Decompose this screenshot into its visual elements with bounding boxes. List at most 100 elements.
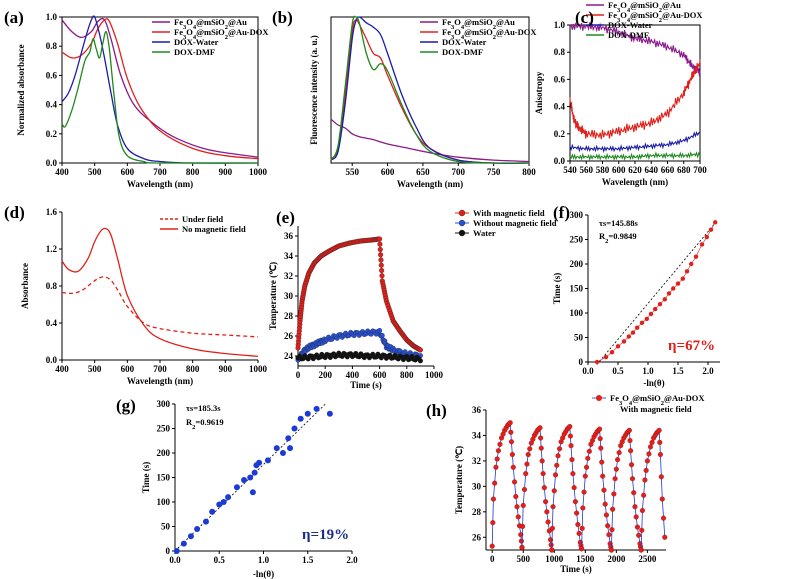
- data-point: [662, 534, 668, 540]
- data-point: [635, 325, 640, 330]
- data-point: [636, 532, 642, 538]
- data-point: [490, 496, 496, 502]
- y-axis-label: Time (s): [552, 273, 562, 305]
- data-point: [570, 471, 576, 477]
- data-point: [611, 491, 617, 497]
- data-point: [656, 427, 662, 433]
- data-point: [545, 519, 551, 525]
- legend-label: Water: [473, 228, 496, 238]
- y-tick-label: 1.2: [46, 244, 58, 254]
- data-point: [689, 261, 694, 267]
- x-tick-label: 800: [186, 364, 200, 374]
- x-tick-label: 700: [452, 167, 466, 177]
- x-tick-label: 1000: [249, 364, 268, 374]
- panel-label: (a): [4, 8, 24, 27]
- data-point: [538, 445, 544, 451]
- data-point: [615, 457, 621, 463]
- data-point: [540, 471, 546, 477]
- series-line-fe3o4-msio2-au: [61, 17, 259, 158]
- data-point: [568, 443, 574, 449]
- legend-label: DOX-Water: [174, 37, 219, 47]
- data-point: [621, 339, 627, 344]
- data-point: [378, 252, 384, 258]
- data-point: [497, 441, 503, 447]
- data-point: [510, 464, 516, 470]
- y-axis-label: Fluorescence intensity (a. u.): [309, 35, 319, 145]
- r2-annotation: R2=0.9849: [599, 231, 637, 245]
- y-tick-label: 26: [472, 532, 482, 542]
- series-line-fe3o4-msio2-au-dox: [330, 18, 530, 164]
- x-tick-label: 2.0: [346, 555, 358, 565]
- data-point: [543, 499, 549, 505]
- data-point: [657, 451, 663, 458]
- series-line-dox-dmf: [330, 15, 530, 164]
- y-tick-label: 200: [570, 259, 584, 269]
- data-point: [658, 474, 664, 480]
- data-point: [612, 476, 618, 482]
- panel-label: (f): [553, 203, 570, 222]
- panel-e: 0 200 400 600 800 1000 24 26 28 30 32 34 36 Time (s) T…: [268, 208, 557, 390]
- y-tick-label: 100: [157, 497, 171, 507]
- data-point: [492, 480, 498, 486]
- x-tick-label: 620: [628, 165, 642, 175]
- data-point: [550, 504, 556, 510]
- x-tick-label: 700: [153, 364, 167, 374]
- x-tick-label: 500: [88, 364, 102, 374]
- x-tick-label: 500: [516, 554, 530, 564]
- data-point: [601, 487, 607, 493]
- legend-label: DOX-Water: [442, 37, 487, 47]
- data-point: [597, 426, 603, 432]
- data-point: [629, 462, 635, 468]
- x-tick-label: 600: [373, 370, 387, 380]
- x-tick-label: 0.0: [169, 555, 181, 565]
- eta-label: η=67%: [668, 338, 715, 354]
- data-point: [608, 547, 614, 553]
- x-tick-label: 600: [612, 165, 626, 175]
- data-point: [249, 489, 256, 496]
- series-line-fe3o4-msio2-au: [569, 22, 701, 77]
- data-point: [291, 425, 298, 432]
- tau-annotation: τs=185.3s: [186, 403, 221, 413]
- data-point: [509, 451, 515, 458]
- x-axis-label: Wavelength (nm): [127, 179, 193, 189]
- y-tick-label: 100: [570, 308, 584, 318]
- legend-label: Under field: [182, 214, 223, 224]
- data-point: [378, 262, 384, 268]
- data-point: [512, 479, 518, 485]
- data-point: [580, 505, 586, 511]
- series-line-dox-water: [569, 131, 701, 154]
- data-point: [704, 234, 709, 240]
- cycle-line: [491, 421, 523, 548]
- data-point: [626, 334, 631, 339]
- data-point: [639, 320, 645, 325]
- y-tick-label: 0.4: [46, 318, 58, 328]
- data-point: [515, 514, 521, 520]
- data-point: [551, 488, 557, 494]
- x-tick-label: 200: [318, 370, 332, 380]
- data-point: [525, 451, 531, 458]
- x-tick-label: 1.5: [302, 555, 314, 565]
- data-point: [638, 547, 644, 553]
- data-point: [557, 446, 563, 452]
- x-tick-label: 400: [55, 167, 69, 177]
- x-tick-label: 900: [219, 364, 233, 374]
- legend-label: DOX-DMF: [174, 47, 215, 57]
- data-point: [699, 242, 705, 247]
- data-point: [598, 445, 604, 451]
- y-tick-label: 36: [472, 405, 482, 415]
- x-tick-label: 750: [487, 167, 501, 177]
- y-tick-label: 36: [284, 231, 294, 241]
- data-point: [606, 532, 612, 538]
- panel-label: (c): [575, 8, 594, 27]
- data-point: [377, 328, 383, 334]
- panel-f: 0.0 0.5 1.0 1.5 2.0 0 50 100 150 200 250 300 -ln(θ) T…: [552, 210, 720, 388]
- legend-label: DOX-Water: [608, 20, 653, 30]
- data-point: [644, 458, 650, 464]
- legend-label: DOX-DMF: [442, 47, 483, 57]
- data-point: [173, 548, 180, 554]
- data-point: [629, 476, 636, 482]
- y-tick-label: 0.0: [554, 156, 566, 166]
- x-tick-label: 1000: [249, 167, 268, 177]
- data-point: [603, 354, 609, 360]
- data-point: [241, 476, 248, 483]
